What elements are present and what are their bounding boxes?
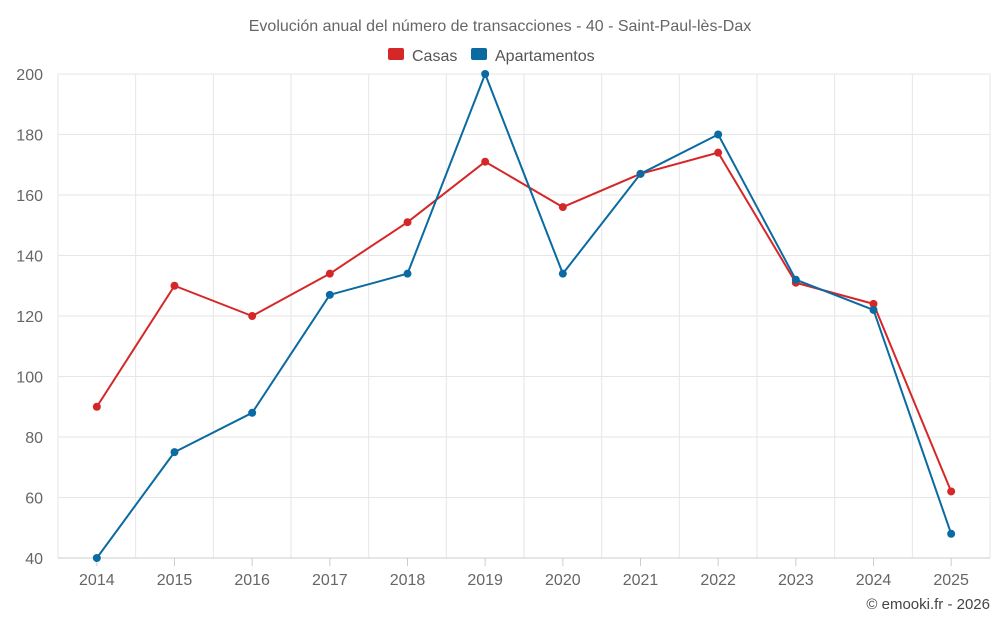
- x-tick-label: 2018: [390, 572, 426, 589]
- x-tick-label: 2017: [312, 572, 348, 589]
- y-tick-label: 40: [25, 551, 43, 568]
- legend-label-casas: Casas: [412, 48, 457, 65]
- legend: Casas Apartamentos: [388, 48, 595, 65]
- grid-lines: [57, 73, 991, 559]
- y-tick-label: 120: [16, 309, 43, 326]
- data-point-apartamentos: [92, 554, 101, 562]
- legend-swatch-casas: [388, 48, 404, 60]
- x-tick-label: 2019: [467, 572, 503, 589]
- data-point-casas: [558, 203, 567, 212]
- x-tick-label: 2021: [623, 572, 659, 589]
- legend-swatch-apartamentos: [471, 48, 487, 60]
- legend-item-apartamentos[interactable]: Apartamentos: [471, 48, 595, 65]
- data-point-apartamentos: [325, 290, 334, 299]
- data-point-casas: [92, 402, 101, 411]
- x-tick-label: 2016: [234, 572, 270, 589]
- x-tick-label: 2022: [700, 572, 736, 589]
- legend-label-apartamentos: Apartamentos: [495, 48, 595, 65]
- data-point-apartamentos: [481, 70, 490, 78]
- data-point-casas: [869, 299, 878, 308]
- data-point-casas: [947, 487, 956, 496]
- legend-item-casas[interactable]: Casas: [388, 48, 457, 65]
- chart-title: Evolución anual del número de transaccio…: [249, 18, 751, 35]
- data-point-casas: [325, 269, 334, 278]
- data-point-apartamentos: [947, 529, 956, 538]
- y-tick-label: 140: [16, 249, 43, 266]
- credit-text: © emooki.fr - 2026: [866, 596, 990, 613]
- data-point-casas: [248, 312, 257, 320]
- data-point-apartamentos: [636, 169, 645, 178]
- series-group: [92, 70, 956, 562]
- data-point-casas: [714, 148, 723, 157]
- x-tick-label: 2014: [79, 572, 115, 589]
- data-point-casas: [481, 157, 490, 166]
- data-point-casas: [403, 218, 412, 227]
- axes: 40 60 80 100 120 140 160 180 200 2014 2015 2016 2017…: [16, 67, 990, 589]
- data-point-apartamentos: [558, 269, 567, 278]
- data-point-apartamentos: [791, 275, 800, 284]
- x-tick-label: 2020: [545, 572, 581, 589]
- x-tick-label: 2023: [778, 572, 814, 589]
- y-tick-label: 100: [16, 370, 43, 387]
- series-line-casas: [95, 151, 953, 492]
- data-point-apartamentos: [248, 408, 257, 417]
- y-tick-label: 160: [16, 188, 43, 205]
- x-tick-label: 2024: [856, 572, 892, 589]
- series-line-apartamentos: [96, 73, 953, 559]
- data-point-casas: [170, 281, 179, 290]
- y-tick-label: 80: [25, 430, 43, 447]
- data-point-apartamentos: [869, 305, 878, 314]
- data-point-apartamentos: [403, 269, 412, 278]
- x-tick-label: 2025: [933, 572, 969, 589]
- x-tick-label: 2015: [157, 572, 193, 589]
- y-tick-label: 60: [25, 491, 43, 508]
- y-tick-label: 180: [16, 128, 43, 145]
- data-point-apartamentos: [170, 448, 179, 457]
- y-tick-label: 200: [16, 67, 43, 84]
- data-point-apartamentos: [714, 130, 723, 139]
